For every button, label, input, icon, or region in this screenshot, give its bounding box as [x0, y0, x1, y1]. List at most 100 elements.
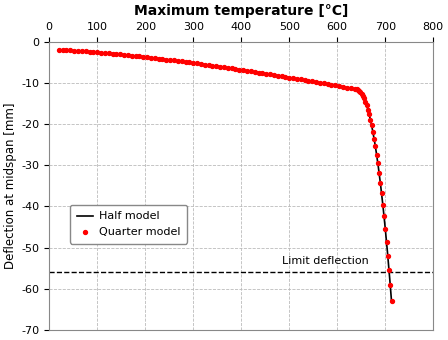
Quarter model	[368, 123, 375, 128]
Quarter model	[159, 56, 166, 62]
Half model	[278, 74, 284, 78]
Quarter model	[373, 152, 380, 157]
Half model	[376, 172, 382, 176]
Quarter model	[356, 88, 363, 93]
Quarter model	[74, 48, 82, 54]
Quarter model	[305, 78, 312, 84]
Quarter model	[186, 60, 193, 65]
Quarter model	[121, 52, 128, 57]
Quarter model	[220, 65, 228, 70]
Quarter model	[387, 283, 394, 288]
Quarter model	[90, 49, 97, 55]
Quarter model	[301, 78, 308, 83]
Quarter model	[178, 59, 185, 64]
Quarter model	[63, 48, 70, 53]
Quarter model	[320, 81, 327, 86]
Quarter model	[357, 89, 364, 95]
Quarter model	[197, 61, 204, 67]
Quarter model	[313, 79, 320, 85]
Quarter model	[116, 52, 124, 57]
Quarter model	[385, 268, 392, 273]
Quarter model	[101, 50, 108, 56]
Quarter model	[67, 48, 74, 53]
Quarter model	[243, 68, 250, 73]
Quarter model	[263, 71, 270, 76]
Quarter model	[374, 160, 381, 166]
Quarter model	[347, 86, 354, 91]
Quarter model	[379, 202, 386, 207]
Quarter model	[201, 62, 208, 67]
Quarter model	[343, 85, 350, 90]
Quarter model	[86, 49, 93, 54]
Quarter model	[170, 58, 177, 63]
Quarter model	[361, 96, 368, 101]
Quarter model	[228, 66, 235, 71]
Quarter model	[140, 54, 147, 60]
Quarter model	[151, 55, 159, 61]
Quarter model	[163, 57, 170, 62]
Quarter model	[205, 62, 212, 68]
Quarter model	[182, 59, 189, 65]
Quarter model	[232, 66, 239, 72]
Quarter model	[353, 87, 360, 92]
Quarter model	[362, 99, 369, 104]
Quarter model	[324, 81, 331, 87]
Quarter model	[216, 64, 224, 69]
Quarter model	[274, 73, 281, 78]
Line: Half model: Half model	[59, 50, 392, 301]
Quarter model	[82, 49, 89, 54]
Quarter model	[167, 57, 174, 63]
Quarter model	[372, 144, 379, 149]
Quarter model	[143, 54, 151, 60]
Quarter model	[366, 112, 373, 117]
Quarter model	[367, 117, 374, 122]
Quarter model	[378, 191, 385, 196]
Quarter model	[369, 129, 376, 135]
Quarter model	[194, 61, 201, 66]
Quarter model	[377, 180, 384, 185]
Quarter model	[147, 55, 155, 61]
Quarter model	[358, 91, 365, 96]
Quarter model	[105, 51, 112, 56]
Quarter model	[98, 50, 105, 55]
Quarter model	[364, 107, 371, 112]
Quarter model	[270, 72, 277, 78]
Quarter model	[136, 54, 143, 59]
Quarter model	[224, 65, 231, 71]
Quarter model	[125, 52, 132, 58]
Quarter model	[340, 84, 347, 89]
Quarter model	[289, 75, 297, 81]
Half model	[233, 67, 238, 71]
Quarter model	[297, 77, 304, 82]
Quarter model	[316, 80, 323, 85]
Half model	[308, 79, 313, 83]
Quarter model	[240, 67, 247, 73]
Quarter model	[174, 58, 181, 64]
Quarter model	[267, 72, 274, 77]
Quarter model	[55, 47, 62, 53]
Quarter model	[309, 79, 316, 84]
Quarter model	[336, 83, 343, 89]
Quarter model	[278, 73, 285, 79]
Quarter model	[351, 86, 358, 92]
Quarter model	[282, 74, 289, 80]
Quarter model	[251, 69, 258, 75]
Half model	[382, 220, 388, 224]
Quarter model	[78, 48, 86, 54]
Quarter model	[190, 60, 197, 66]
Quarter model	[388, 298, 395, 304]
Quarter model	[286, 75, 293, 80]
Quarter model	[71, 48, 78, 53]
Quarter model	[255, 70, 262, 75]
Quarter model	[370, 136, 378, 141]
Quarter model	[155, 56, 162, 61]
Text: Limit deflection: Limit deflection	[282, 256, 369, 266]
Quarter model	[384, 253, 392, 258]
Quarter model	[59, 48, 66, 53]
Quarter model	[259, 70, 266, 76]
Quarter model	[354, 87, 362, 92]
Quarter model	[132, 53, 139, 59]
Quarter model	[113, 51, 120, 57]
Quarter model	[236, 67, 243, 72]
Quarter model	[363, 103, 370, 108]
